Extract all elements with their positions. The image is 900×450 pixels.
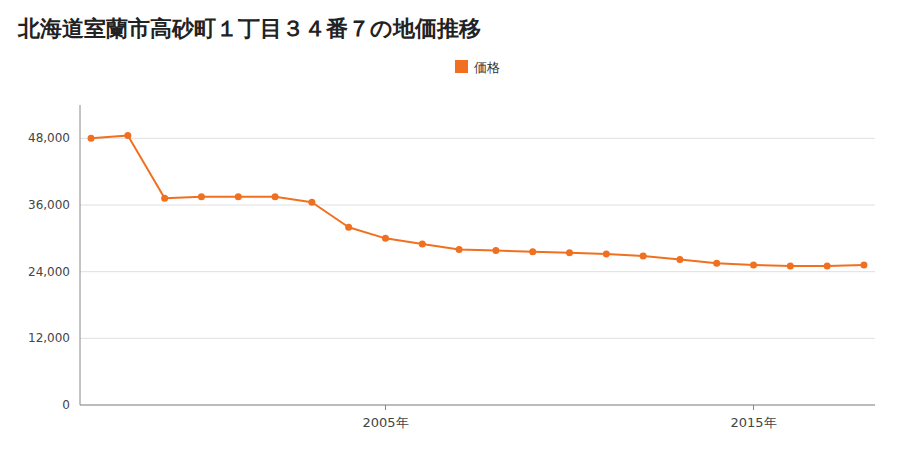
x-axis-line — [80, 405, 875, 406]
marker — [640, 253, 647, 260]
marker — [88, 135, 95, 142]
y-tick-label: 36,000 — [28, 198, 70, 212]
marker — [456, 246, 463, 253]
marker — [566, 249, 573, 256]
grid-line — [80, 205, 875, 206]
grid-line — [80, 338, 875, 339]
marker — [529, 248, 536, 255]
plot-area — [88, 132, 868, 270]
marker — [161, 195, 168, 202]
chart: 北海道室蘭市高砂町１丁目３４番７の地価推移 0 12,000 24,000 36,000… — [0, 0, 900, 450]
legend-swatch — [455, 60, 468, 73]
background — [0, 0, 900, 450]
legend-item: 価格 — [455, 60, 500, 75]
marker — [713, 260, 720, 267]
y-tick-label: 12,000 — [28, 331, 70, 345]
marker — [787, 263, 794, 270]
marker — [824, 263, 831, 270]
y-tick-label: 48,000 — [28, 131, 70, 145]
grid-line — [80, 405, 875, 406]
marker — [272, 193, 279, 200]
title: 北海道室蘭市高砂町１丁目３４番７の地価推移 — [17, 16, 481, 41]
x-tick — [385, 405, 386, 410]
marker — [235, 193, 242, 200]
marker — [603, 250, 610, 257]
grid-line — [80, 138, 875, 139]
marker — [124, 132, 131, 139]
marker — [860, 262, 867, 269]
marker — [198, 193, 205, 200]
marker — [750, 262, 757, 269]
marker — [676, 256, 683, 263]
grid — [80, 138, 875, 405]
marker — [345, 224, 352, 231]
legend-label: 価格 — [474, 60, 500, 75]
grid-line — [80, 271, 875, 272]
y-tick-label: 24,000 — [28, 265, 70, 279]
line — [91, 136, 864, 267]
x-tick-label: 2005年 — [362, 415, 408, 430]
marker — [308, 199, 315, 206]
x-tick-label: 2015年 — [730, 415, 776, 430]
marker — [492, 247, 499, 254]
marker — [419, 240, 426, 247]
marker — [382, 235, 389, 242]
legend: 価格 — [455, 60, 500, 75]
y-axis-line — [80, 105, 81, 405]
y-tick-label: 0 — [62, 398, 70, 412]
x-tick — [753, 405, 754, 410]
